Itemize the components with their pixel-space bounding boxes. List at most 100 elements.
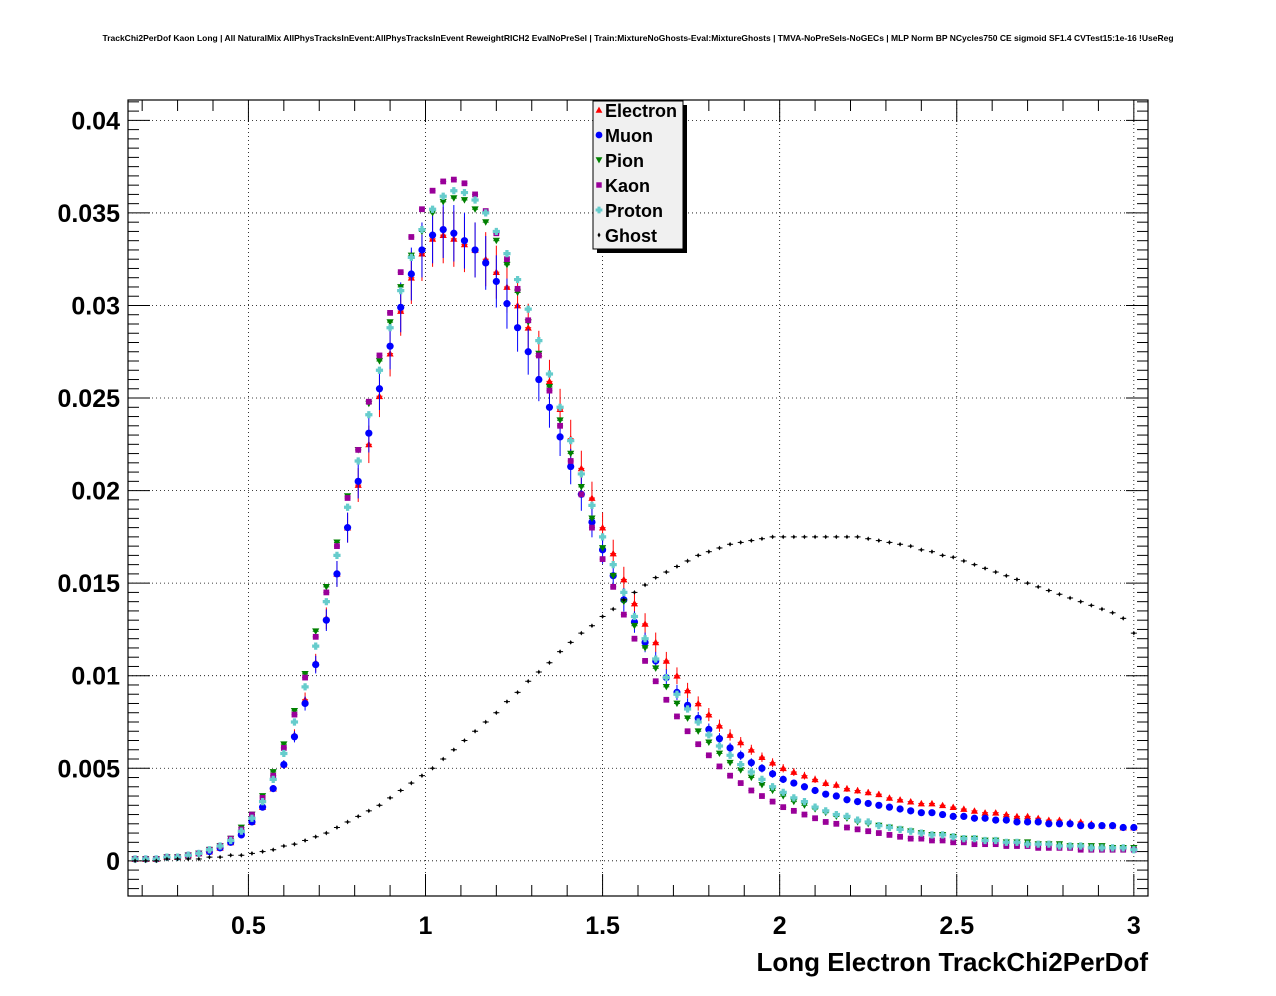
kaon-point	[1014, 843, 1020, 849]
kaon-point	[557, 422, 563, 429]
pion-point	[460, 197, 469, 204]
muon-point	[354, 477, 362, 485]
proton-point	[673, 690, 681, 698]
proton-point	[577, 470, 585, 478]
kaon-point	[259, 795, 266, 801]
pion-point	[280, 741, 288, 748]
ghost-point	[983, 565, 987, 571]
pion-point	[545, 384, 554, 391]
pion-point	[673, 700, 681, 708]
kaon-point	[982, 841, 988, 848]
kaon-point	[790, 807, 797, 814]
pion-point	[768, 787, 777, 795]
ghost-point	[229, 852, 233, 858]
y-tick-label: 0.005	[57, 755, 120, 783]
ghost-point	[569, 639, 573, 645]
electron-point	[811, 775, 819, 783]
y-tick-label: 0	[106, 848, 120, 876]
electron-point	[652, 638, 660, 646]
kaon-point	[684, 728, 691, 735]
kaon-point	[971, 841, 978, 848]
muon-point	[343, 524, 352, 532]
electron-point	[949, 803, 957, 811]
legend-label-electron: Electron	[605, 101, 677, 121]
legend-label-pion: Pion	[605, 151, 644, 171]
pion-point	[726, 759, 734, 767]
proton-point	[1055, 842, 1064, 850]
kaon-point	[312, 633, 319, 640]
proton-point	[1034, 840, 1042, 848]
proton-point	[737, 760, 745, 769]
ghost-point	[452, 747, 456, 753]
pion-point	[641, 645, 649, 652]
pion-point	[758, 782, 766, 789]
muon-point	[800, 783, 809, 791]
proton-point	[1119, 844, 1127, 852]
muon-point	[556, 433, 564, 441]
kaon-point	[270, 772, 277, 779]
proton-point	[1066, 842, 1074, 850]
muon-point	[280, 760, 288, 769]
ghost-point	[388, 795, 392, 801]
pion-point	[471, 206, 479, 213]
ghost-point	[303, 838, 307, 843]
electron-point	[545, 377, 554, 385]
legend: Electron Muon Pion Kaon Proton Ghost	[592, 100, 687, 253]
muon-point	[1077, 822, 1085, 830]
muon-point	[768, 770, 777, 778]
muon-point	[1045, 820, 1053, 828]
ghost-point	[1026, 580, 1030, 586]
electron-point	[609, 549, 617, 557]
muon-point	[960, 812, 968, 821]
proton-point	[280, 749, 288, 758]
kaon-point	[918, 835, 925, 842]
legend-label-muon: Muon	[605, 126, 653, 146]
kaon-point	[472, 191, 478, 198]
proton-point	[1077, 842, 1085, 850]
pion-point	[492, 237, 500, 245]
proton-point	[694, 718, 702, 726]
electron-point	[598, 524, 607, 531]
kaon-point	[907, 835, 914, 842]
muon-point	[779, 775, 787, 783]
pion-point	[609, 572, 617, 580]
kaon-point	[801, 811, 808, 818]
kaon-point	[546, 387, 553, 394]
kaon-point	[450, 176, 457, 183]
kaon-point	[408, 234, 415, 240]
kaon-point	[663, 696, 670, 703]
muon-point	[1055, 820, 1064, 828]
legend-marker-muon	[595, 131, 603, 139]
ghost-point	[324, 830, 328, 836]
muon-point	[428, 231, 437, 239]
pion-point	[567, 450, 575, 458]
kaon-point	[960, 839, 967, 846]
proton-point	[768, 783, 777, 791]
kaon-point	[376, 352, 383, 359]
pion-point	[375, 358, 384, 365]
muon-point	[843, 796, 851, 804]
kaon-point	[759, 793, 765, 799]
ghost-point	[834, 534, 838, 540]
muon-point	[832, 792, 840, 800]
proton-point	[1002, 838, 1010, 846]
muon-point	[460, 237, 469, 245]
muon-point	[248, 818, 256, 826]
kaon-point	[504, 256, 510, 263]
ghost-point	[962, 558, 966, 564]
ghost-point	[133, 858, 137, 864]
proton-point	[907, 827, 915, 835]
proton-point	[885, 823, 894, 832]
muon-point	[513, 324, 522, 332]
muon-point	[896, 805, 904, 813]
ghost-point	[1015, 577, 1019, 582]
electron-point	[673, 672, 681, 679]
electron-point	[875, 790, 883, 798]
muon-point	[683, 701, 692, 709]
ghost-point	[558, 649, 562, 655]
electron-point	[588, 494, 596, 501]
proton-point	[790, 794, 798, 802]
muon-point	[938, 810, 947, 819]
kaon-point	[355, 446, 362, 453]
proton-point	[662, 673, 670, 682]
